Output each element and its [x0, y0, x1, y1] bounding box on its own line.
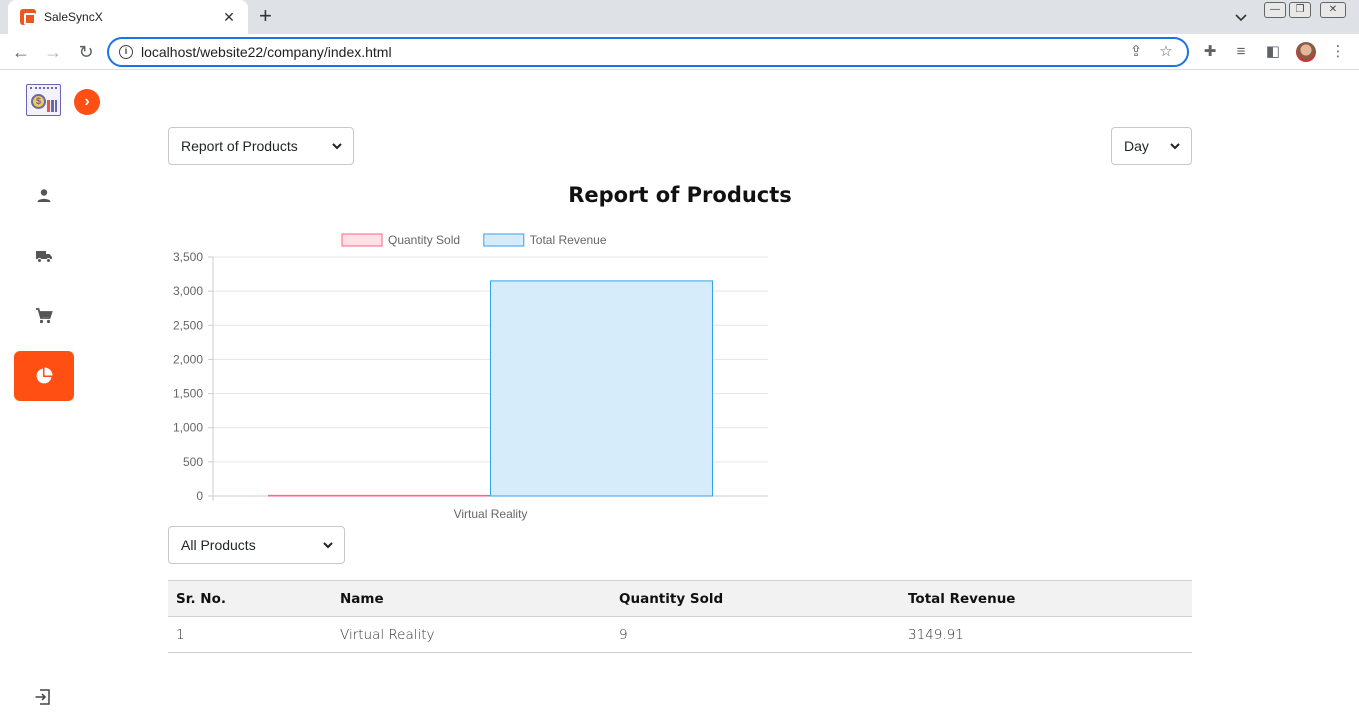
x-tick-label: Virtual Reality: [454, 507, 528, 521]
browser-toolbar: ← → ↻ i localhost/website22/company/inde…: [0, 34, 1359, 70]
person-icon: [37, 189, 51, 202]
period-select[interactable]: Day: [1111, 127, 1192, 165]
forward-arrow-icon[interactable]: →: [44, 42, 62, 62]
share-icon[interactable]: ⇪: [1129, 43, 1143, 60]
pie-chart-icon: [36, 367, 53, 384]
new-tab-icon[interactable]: +: [259, 3, 272, 28]
table-header-row: Sr. No. Name Quantity Sold Total Revenue: [168, 580, 1192, 617]
bar: [490, 280, 713, 497]
side-panel-icon[interactable]: ◧: [1265, 43, 1281, 60]
reading-list-icon[interactable]: ≡: [1236, 43, 1246, 60]
y-tick-label: 2,000: [173, 352, 203, 366]
browser-menu-icon[interactable]: ⋮: [1330, 43, 1346, 60]
reload-icon[interactable]: ↻: [78, 42, 94, 62]
legend-swatch: [341, 233, 383, 247]
expand-sidebar-button[interactable]: ›: [74, 89, 100, 115]
cell-total-revenue: 3149.91: [900, 616, 1192, 653]
coin-icon: $: [31, 94, 46, 109]
profile-avatar[interactable]: [1296, 42, 1316, 62]
column-header-total-revenue: Total Revenue: [900, 580, 1192, 617]
products-report-table: Sr. No. Name Quantity Sold Total Revenue…: [168, 580, 1192, 653]
column-header-sr-no: Sr. No.: [168, 580, 332, 617]
chevron-down-icon: [1170, 143, 1180, 150]
extensions-puzzle-icon[interactable]: ✚: [1203, 43, 1217, 60]
y-tick-label: 2,500: [173, 318, 203, 332]
y-tick-label: 3,500: [173, 250, 203, 264]
tab-title: SaleSyncX: [44, 10, 103, 24]
table-row: 1 Virtual Reality 9 3149.91: [168, 616, 1192, 653]
back-arrow-icon[interactable]: ←: [12, 42, 30, 62]
legend-swatch: [483, 233, 525, 247]
cell-quantity-sold: 9: [611, 616, 900, 653]
address-url[interactable]: localhost/website22/company/index.html: [141, 44, 392, 60]
y-tick-label: 500: [183, 455, 203, 469]
browser-tab[interactable]: SaleSyncX ✕: [8, 0, 248, 34]
y-tick-label: 3,000: [173, 284, 203, 298]
site-info-icon[interactable]: i: [119, 45, 133, 59]
bookmark-star-icon[interactable]: ☆: [1159, 43, 1173, 60]
products-bar-chart: Quantity Sold Total Revenue 0 500 1,000 1,500…: [173, 233, 768, 521]
browser-tab-strip: SaleSyncX ✕ + — ❐ ✕: [0, 0, 1359, 34]
period-value: Day: [1124, 138, 1149, 154]
chevron-down-icon: [323, 542, 333, 549]
sidebar-item-delivery[interactable]: [14, 231, 74, 281]
minimize-window-icon[interactable]: —: [1264, 2, 1286, 18]
product-filter-select[interactable]: All Products: [168, 526, 345, 564]
restore-window-icon[interactable]: ❐: [1289, 2, 1311, 18]
bar-graph-icon: [47, 100, 57, 112]
legend-label: Quantity Sold: [388, 233, 460, 247]
chevron-down-icon: [332, 143, 342, 150]
app-page: $ › Report of Products: [0, 71, 1359, 728]
cell-sr-no: 1: [168, 616, 332, 653]
tab-search-chevron-icon[interactable]: [1233, 9, 1249, 25]
product-filter-value: All Products: [181, 537, 256, 553]
address-bar[interactable]: i localhost/website22/company/index.html…: [107, 37, 1189, 67]
truck-icon: [36, 251, 52, 263]
report-type-select[interactable]: Report of Products: [168, 127, 354, 165]
salesyncx-logo: $: [26, 84, 61, 116]
close-window-icon[interactable]: ✕: [1320, 2, 1346, 18]
report-type-value: Report of Products: [181, 138, 298, 154]
shopping-cart-icon: [36, 308, 53, 324]
y-tick-label: 1,000: [173, 421, 203, 435]
column-header-quantity-sold: Quantity Sold: [611, 580, 900, 617]
report-title: Report of Products: [568, 183, 792, 207]
column-header-name: Name: [332, 580, 611, 617]
cell-name: Virtual Reality: [332, 616, 611, 653]
legend-label: Total Revenue: [530, 233, 607, 247]
y-tick-label: 1,500: [173, 387, 203, 401]
logout-icon[interactable]: [34, 688, 52, 706]
sidebar-item-reports[interactable]: [14, 351, 74, 401]
app-favicon-icon: [20, 9, 36, 25]
bar: [268, 494, 491, 497]
close-tab-icon[interactable]: ✕: [223, 8, 235, 25]
sidebar-item-users[interactable]: [14, 171, 74, 221]
y-tick-label: 0: [196, 489, 203, 503]
sidebar-item-cart[interactable]: [14, 291, 74, 341]
